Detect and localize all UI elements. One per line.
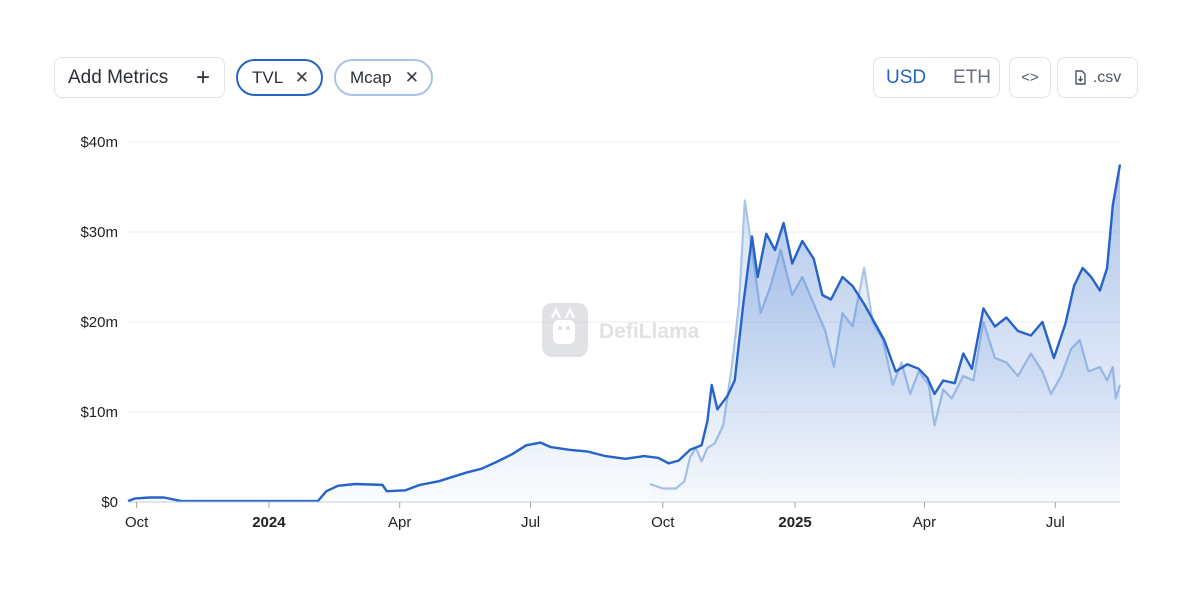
- close-icon[interactable]: ✕: [404, 67, 419, 87]
- series-area-tvl: [128, 164, 1120, 502]
- currency-option-usd[interactable]: USD: [886, 66, 927, 88]
- add-metrics-label: Add Metrics: [68, 66, 169, 88]
- y-tick-label: $40m: [80, 134, 118, 151]
- plus-icon: +: [195, 63, 210, 91]
- currency-toggle: USD ETH: [873, 57, 1000, 98]
- x-tick-label: Oct: [651, 514, 675, 531]
- x-tick-label: Jul: [1046, 514, 1065, 531]
- y-tick-label: $20m: [80, 314, 118, 331]
- x-tick-label: 2025: [778, 514, 811, 531]
- x-tick-label: Apr: [388, 514, 411, 531]
- series-layer: [127, 164, 1122, 503]
- y-tick-label: $10m: [80, 404, 118, 421]
- download-csv-button[interactable]: .csv: [1057, 57, 1138, 98]
- close-icon[interactable]: ✕: [294, 67, 309, 87]
- metric-chip-mcap[interactable]: Mcap ✕: [334, 59, 433, 96]
- x-tick-label: Apr: [913, 514, 936, 531]
- watermark: DefiLlama: [542, 303, 700, 357]
- x-tick-label: Jul: [521, 514, 540, 531]
- axes: $0 $10m $20m $30m $40m Oct 2024 Apr Jul Oct 2025 Ap…: [80, 134, 1120, 531]
- x-tick-label: Oct: [125, 514, 149, 531]
- metric-chip-tvl[interactable]: TVL ✕: [236, 59, 323, 96]
- add-metrics-button[interactable]: Add Metrics +: [54, 57, 225, 98]
- llama-logo-icon: [542, 303, 588, 357]
- chart-toolbar: Add Metrics + TVL ✕ Mcap ✕ USD ETH <> .c…: [54, 57, 1138, 100]
- csv-label: .csv: [1092, 68, 1122, 86]
- metric-chip-label: Mcap: [350, 67, 392, 87]
- y-tick-label: $0: [101, 494, 118, 511]
- file-download-icon: [1075, 70, 1086, 85]
- metric-chip-label: TVL: [252, 67, 284, 87]
- x-tick-label: 2024: [252, 514, 286, 531]
- code-icon: <>: [1021, 69, 1039, 86]
- currency-option-eth[interactable]: ETH: [953, 66, 991, 88]
- watermark-text: DefiLlama: [599, 320, 700, 343]
- y-tick-label: $30m: [80, 224, 118, 241]
- embed-button[interactable]: <>: [1009, 57, 1051, 98]
